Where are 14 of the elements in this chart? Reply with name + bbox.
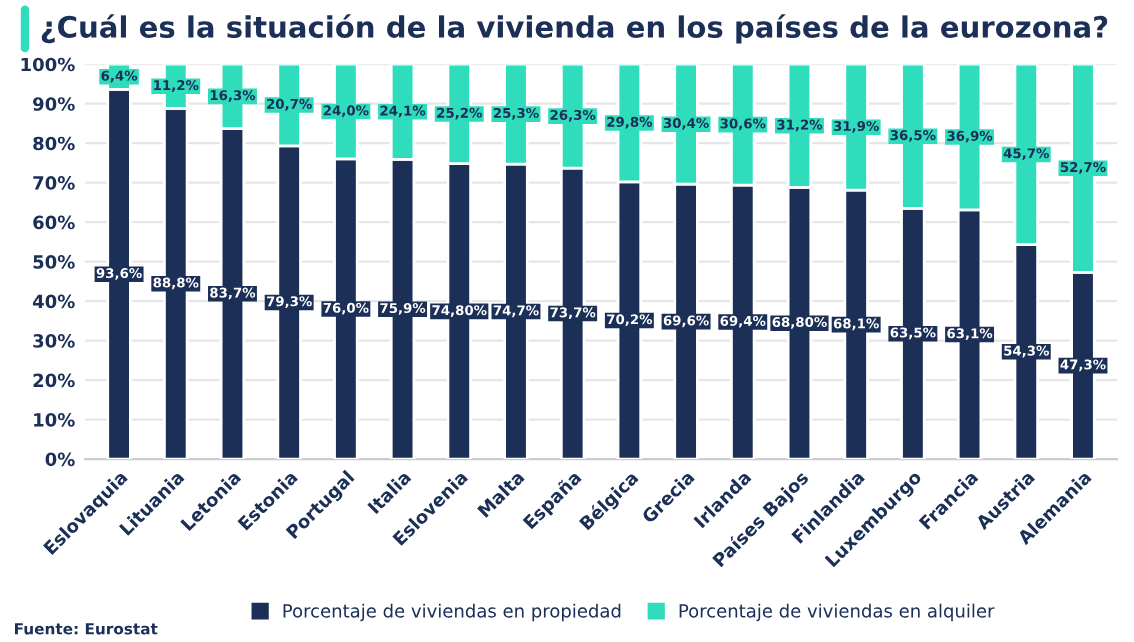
y-tick-label: 20% [33, 373, 75, 388]
legend-label: Porcentaje de viviendas en alquiler [679, 603, 995, 622]
y-tick-label: 0% [45, 452, 75, 467]
y-tick-label: 30% [33, 334, 75, 348]
y-tick-label: 90% [33, 97, 75, 111]
chart-title: ¿Cuál es la situación de la vivienda en los países de la eurozona? [41, 14, 1108, 44]
y-tick-label: 80% [33, 136, 75, 151]
y-tick-label: 10% [34, 413, 75, 427]
y-tick-label: 60% [33, 215, 75, 230]
legend-label: Porcentaje de viviendas en propiedad [283, 603, 621, 622]
y-tick-label: 50% [33, 255, 75, 269]
y-tick-label: 70% [33, 176, 75, 190]
y-tick-label: 40% [32, 294, 75, 309]
y-tick-label: 100% [21, 57, 75, 72]
